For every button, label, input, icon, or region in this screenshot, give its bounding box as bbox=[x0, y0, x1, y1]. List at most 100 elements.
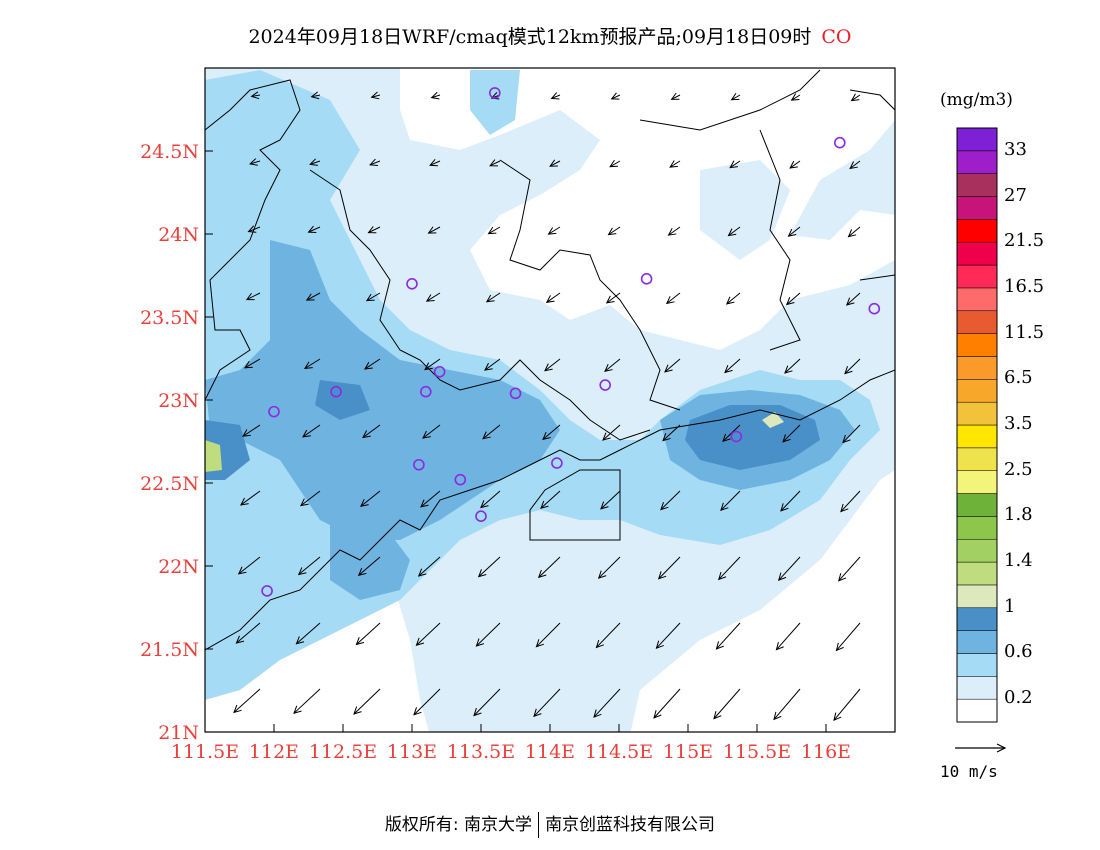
wind-arrow bbox=[850, 93, 861, 102]
wind-arrow bbox=[357, 556, 381, 576]
wind-arrow bbox=[482, 424, 501, 440]
station-marker bbox=[330, 385, 342, 398]
x-tick-label: 112E bbox=[249, 741, 299, 763]
wind-arrow bbox=[595, 622, 621, 649]
wind-arrow bbox=[725, 292, 741, 305]
mid-region-tl bbox=[205, 100, 340, 200]
colorbar-swatch bbox=[956, 219, 998, 243]
wind-arrow bbox=[533, 688, 561, 718]
wind-arrow bbox=[730, 92, 741, 101]
wind-arrow bbox=[713, 688, 741, 720]
wind-arrow bbox=[670, 92, 681, 100]
colorbar-swatch bbox=[956, 241, 998, 266]
wind-arrow bbox=[427, 226, 441, 234]
wind-arrow bbox=[250, 91, 261, 100]
province-boundary-north bbox=[309, 169, 651, 441]
x-tick-label: 114E bbox=[525, 741, 575, 763]
colorbar-swatch bbox=[956, 173, 998, 197]
wind-arrow bbox=[424, 358, 441, 371]
x-axis-ticks: 111.5E 112E 112.5E 113E 113.5E 114E 114.5E 115E… bbox=[171, 724, 851, 763]
station-marker bbox=[551, 457, 563, 469]
wind-arrow bbox=[370, 91, 381, 100]
copyright-footer: 版权所有: 南京大学 南京创蓝科技有限公司 bbox=[0, 810, 1100, 838]
wind-arrow bbox=[237, 556, 261, 575]
wind-arrow bbox=[547, 226, 561, 235]
colorbar-label: 1 bbox=[1004, 595, 1016, 617]
wind-arrow bbox=[665, 292, 681, 305]
colorbar-label: 16.5 bbox=[1004, 275, 1045, 297]
wind-arrow bbox=[657, 556, 681, 580]
colorbar-label: 3.5 bbox=[1004, 413, 1033, 434]
wind-arrow bbox=[247, 225, 261, 233]
colorbar-label: 1.8 bbox=[1004, 504, 1033, 526]
wind-arrow bbox=[720, 490, 741, 512]
wind-arrow bbox=[369, 158, 381, 167]
wind-arrow bbox=[302, 424, 321, 438]
y-tick-label: 24N bbox=[158, 224, 199, 246]
y-tick-label: 22N bbox=[158, 556, 199, 578]
wind-arrow bbox=[243, 358, 261, 369]
wind-arrow bbox=[362, 424, 381, 439]
colorbar-swatch bbox=[956, 676, 998, 700]
wind-arrow bbox=[235, 622, 261, 644]
colorbar-swatch bbox=[956, 264, 998, 289]
colorbar-swatch bbox=[956, 196, 998, 220]
low-region-south bbox=[630, 470, 895, 732]
colorbar-swatch bbox=[956, 333, 998, 357]
station-marker bbox=[599, 379, 612, 391]
colorbar-swatch bbox=[956, 493, 998, 517]
station-marker bbox=[433, 365, 446, 378]
wind-arrow bbox=[605, 292, 621, 304]
wind-arrow bbox=[607, 226, 621, 236]
peak-region-mid bbox=[315, 380, 370, 420]
station-marker bbox=[640, 273, 653, 285]
x-tick-label: 113E bbox=[387, 741, 437, 763]
wind-reference-label: 10 m/s bbox=[940, 762, 998, 781]
wind-arrow bbox=[233, 688, 261, 714]
wind-arrow bbox=[535, 622, 561, 648]
colorbar-label: 1.4 bbox=[1004, 550, 1033, 572]
colorbar-border bbox=[956, 127, 998, 723]
wind-arrow bbox=[653, 688, 681, 719]
wind-arrow bbox=[485, 292, 501, 303]
wind-arrow bbox=[489, 159, 501, 167]
peak-region-green bbox=[205, 440, 222, 472]
colorbar-swatch bbox=[956, 516, 998, 540]
colorbar-label: 0.2 bbox=[1004, 687, 1033, 709]
y-tick-label: 24.5N bbox=[140, 141, 199, 163]
colorbar-swatch bbox=[956, 561, 998, 586]
wind-arrow bbox=[480, 490, 501, 509]
colorbar-swatch bbox=[956, 401, 998, 426]
low-region-north2 bbox=[700, 160, 790, 260]
chart-title: 2024年09月18日WRF/cmaq模式12km预报产品;09月18日09时 C… bbox=[0, 22, 1100, 49]
x-tick-label: 111.5E bbox=[171, 741, 239, 763]
province-boundary-ne bbox=[849, 89, 895, 281]
colorbar-label: 11.5 bbox=[1004, 321, 1045, 343]
title-main: 2024年09月18日WRF/cmaq模式12km预报产品;09月18日09时 bbox=[248, 26, 812, 48]
mid-region-top bbox=[470, 70, 520, 135]
x-tick-label: 113.5E bbox=[447, 741, 515, 763]
wind-arrow bbox=[293, 688, 321, 714]
wind-arrow bbox=[777, 556, 801, 581]
wind-arrow bbox=[310, 91, 321, 100]
colorbar-label: 6.5 bbox=[1004, 367, 1033, 389]
station-marker bbox=[475, 510, 487, 523]
colorbar-swatch bbox=[956, 698, 998, 723]
wind-arrow bbox=[413, 688, 441, 716]
wind-arrow bbox=[667, 226, 681, 236]
wind-arrow bbox=[660, 490, 681, 511]
wind-arrow bbox=[364, 358, 381, 370]
station-marker bbox=[833, 136, 846, 149]
wind-arrow bbox=[477, 556, 501, 578]
wind-arrow bbox=[430, 91, 441, 100]
footer-right: 南京创蓝科技有限公司 bbox=[545, 815, 716, 835]
wind-arrow bbox=[367, 226, 381, 234]
colorbar-swatch bbox=[956, 287, 998, 312]
wind-arrow bbox=[307, 225, 321, 233]
colorbar-unit: (mg/m3) bbox=[940, 90, 1013, 110]
wind-arrow bbox=[600, 490, 621, 510]
peak-region-yellow bbox=[762, 412, 784, 428]
province-boundary-west bbox=[205, 79, 301, 401]
wind-arrow bbox=[475, 622, 501, 647]
wind-arrow bbox=[717, 556, 741, 581]
